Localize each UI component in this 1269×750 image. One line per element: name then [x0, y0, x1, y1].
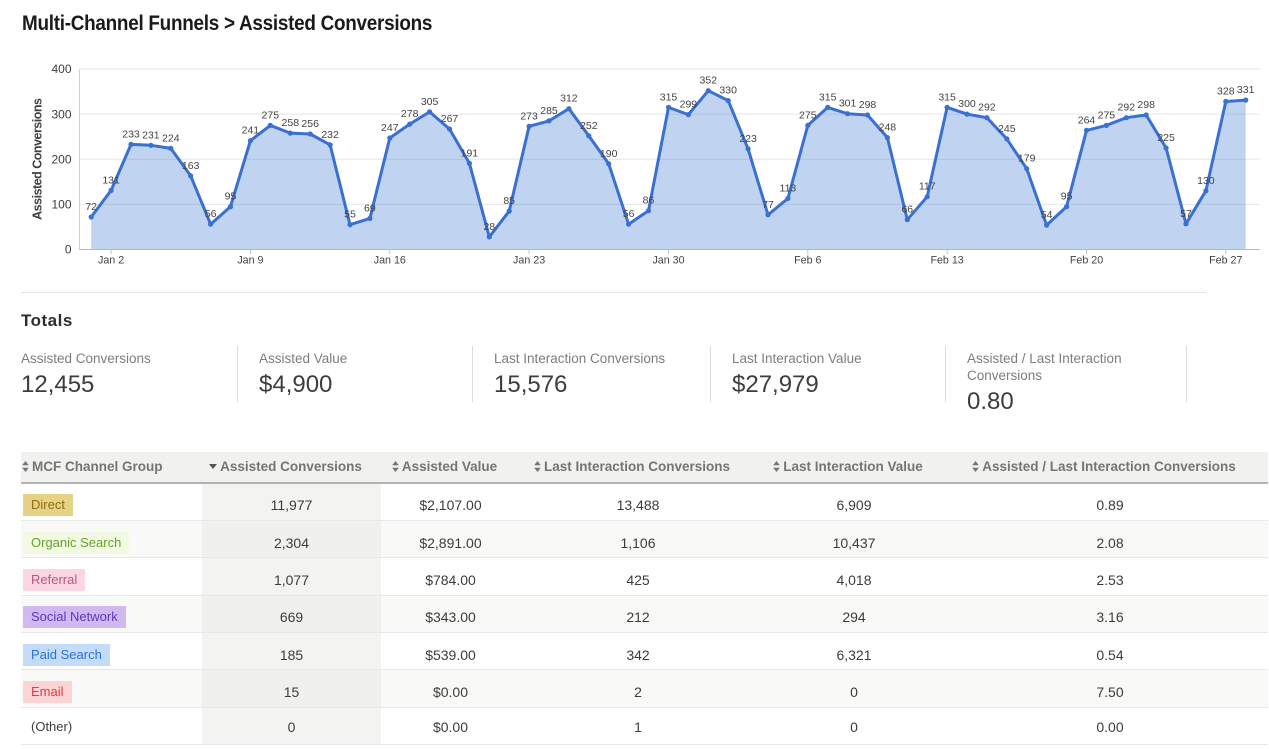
svg-text:305: 305: [421, 96, 439, 108]
svg-text:131: 131: [102, 174, 120, 186]
svg-text:232: 232: [321, 129, 339, 141]
svg-text:315: 315: [938, 91, 956, 103]
svg-text:275: 275: [1098, 109, 1116, 121]
svg-text:328: 328: [1217, 86, 1235, 98]
svg-text:191: 191: [461, 147, 479, 159]
svg-text:275: 275: [262, 109, 280, 121]
svg-text:57: 57: [1180, 208, 1192, 220]
svg-text:248: 248: [879, 122, 897, 134]
svg-text:315: 315: [819, 91, 837, 103]
svg-text:28: 28: [483, 221, 495, 233]
svg-text:285: 285: [540, 105, 558, 117]
svg-text:300: 300: [51, 107, 71, 121]
svg-text:130: 130: [1197, 175, 1215, 187]
svg-text:267: 267: [441, 113, 459, 125]
svg-text:Jan 9: Jan 9: [237, 255, 263, 267]
svg-text:200: 200: [51, 152, 71, 166]
svg-text:224: 224: [162, 132, 180, 144]
svg-text:Jan 30: Jan 30: [652, 255, 684, 267]
svg-text:298: 298: [1137, 99, 1155, 111]
svg-text:301: 301: [839, 98, 857, 110]
svg-text:Assisted Conversions: Assisted Conversions: [31, 98, 45, 220]
svg-text:258: 258: [282, 117, 300, 129]
svg-text:100: 100: [51, 198, 71, 212]
svg-text:400: 400: [51, 62, 71, 76]
svg-text:352: 352: [700, 75, 718, 87]
svg-text:247: 247: [381, 122, 399, 134]
svg-text:330: 330: [719, 85, 737, 97]
svg-text:77: 77: [762, 199, 774, 211]
svg-text:Feb 20: Feb 20: [1070, 255, 1103, 267]
svg-text:95: 95: [225, 191, 237, 203]
svg-text:256: 256: [301, 118, 319, 130]
svg-text:54: 54: [1041, 209, 1053, 221]
svg-text:Feb 27: Feb 27: [1209, 255, 1242, 267]
svg-text:56: 56: [205, 208, 217, 220]
svg-text:252: 252: [580, 120, 598, 132]
svg-text:300: 300: [958, 98, 976, 110]
svg-text:179: 179: [1018, 153, 1036, 165]
svg-text:292: 292: [1118, 102, 1136, 114]
svg-text:241: 241: [242, 125, 260, 137]
svg-text:85: 85: [503, 195, 515, 207]
svg-text:Feb 13: Feb 13: [930, 255, 963, 267]
svg-text:264: 264: [1078, 114, 1096, 126]
svg-text:Jan 16: Jan 16: [374, 255, 406, 267]
svg-text:113: 113: [780, 183, 797, 195]
svg-text:225: 225: [1157, 132, 1175, 144]
svg-text:331: 331: [1237, 84, 1255, 96]
svg-text:275: 275: [799, 109, 817, 121]
svg-text:315: 315: [660, 91, 678, 103]
svg-text:86: 86: [643, 195, 655, 207]
svg-text:69: 69: [364, 202, 376, 214]
svg-text:66: 66: [901, 204, 913, 216]
svg-text:278: 278: [401, 108, 419, 120]
svg-text:56: 56: [623, 208, 635, 220]
svg-text:292: 292: [978, 102, 996, 114]
svg-text:233: 233: [122, 128, 140, 140]
svg-text:312: 312: [560, 93, 578, 105]
svg-text:163: 163: [182, 160, 200, 172]
svg-text:117: 117: [919, 181, 936, 193]
svg-text:Jan 23: Jan 23: [513, 255, 545, 267]
svg-text:55: 55: [344, 209, 356, 221]
svg-text:190: 190: [600, 148, 618, 160]
svg-text:223: 223: [739, 133, 757, 145]
svg-text:72: 72: [85, 201, 97, 213]
svg-text:231: 231: [142, 129, 160, 141]
svg-text:Feb 6: Feb 6: [794, 255, 821, 267]
svg-text:95: 95: [1061, 191, 1073, 203]
svg-text:298: 298: [859, 99, 877, 111]
svg-text:245: 245: [998, 123, 1016, 135]
svg-text:273: 273: [520, 110, 538, 122]
svg-text:Jan 2: Jan 2: [98, 255, 124, 267]
svg-text:299: 299: [680, 99, 698, 111]
svg-text:0: 0: [65, 243, 72, 257]
